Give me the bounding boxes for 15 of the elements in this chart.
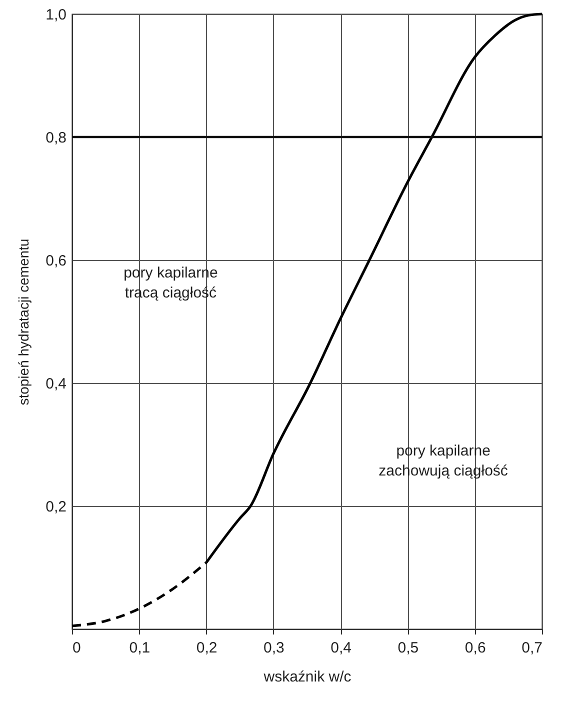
y-tick-label: 0,2 xyxy=(46,498,66,516)
x-axis-title: wskaźnik w/c xyxy=(262,668,352,686)
x-tick-label: 0,1 xyxy=(129,640,150,656)
x-tick-label: 0,5 xyxy=(398,640,419,656)
x-tick-label: 0,6 xyxy=(464,640,486,656)
y-tick-label: 0,8 xyxy=(46,130,66,146)
x-tick-label: 0,4 xyxy=(330,640,352,656)
x-tick-label: 0,2 xyxy=(196,640,218,656)
x-tick-label: 0 xyxy=(72,640,81,656)
x-tick-label: 0,7 xyxy=(522,640,542,656)
y-tick-label: 1,0 xyxy=(46,6,66,24)
x-tick-label: 0,3 xyxy=(264,640,284,656)
y-axis-title: stopień hydratacji cementu xyxy=(16,238,32,406)
y-tick-label: 0,4 xyxy=(46,376,66,392)
y-tick-label: 0,6 xyxy=(46,252,66,270)
